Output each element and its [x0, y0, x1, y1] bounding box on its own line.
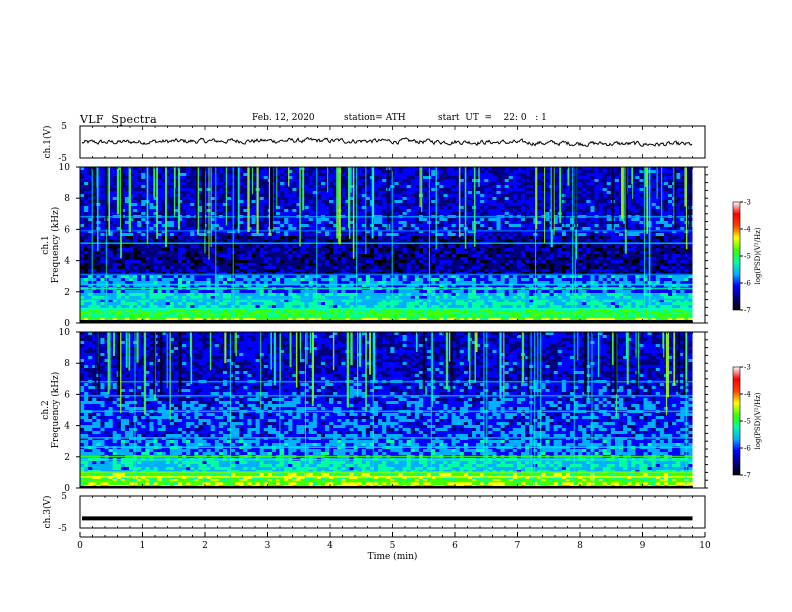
- time-axis-label: Time (min): [368, 551, 418, 562]
- ch1-waveform-panel: 5 -5 ch.1(V): [42, 122, 706, 164]
- station-label: station= ATH: [344, 113, 406, 123]
- start-time-label: start UT = 22: 0 : 1: [438, 113, 547, 123]
- ch2-spectrogram-ylabel-frequency: Frequency (kHz): [50, 372, 61, 449]
- ch1-spectrogram-colorbar-tick-label: -5: [744, 253, 751, 261]
- ch2-spectrogram-panel: 0 2 4 6 8 10 ch.2 Frequency (kHz) -3 -4 -5 -6 -7 log(…: [41, 328, 762, 494]
- time-axis-tick-label: 10: [699, 541, 711, 551]
- ch1-spectrogram-panel: 0 2 4 6 8 10 ch.1 Frequency (kHz) -3 -4 -5 -6 -7 log(…: [41, 163, 762, 329]
- time-axis-tick-label: 1: [140, 541, 146, 551]
- time-axis: 0 1 2 3 4 5 6 7 8 9 10 Time (min): [77, 532, 711, 562]
- ch2-spectrogram-ytick-label: 8: [64, 359, 70, 369]
- time-axis-tick-label: 3: [265, 541, 271, 551]
- time-axis-tick-label: 5: [390, 541, 396, 551]
- ch1-waveform-ytick-top: 5: [61, 122, 67, 132]
- ch1-spectrogram-colorbar-tick-label: -3: [744, 199, 751, 207]
- ch1-spectrogram-colorbar-tick-label: -7: [744, 307, 751, 315]
- time-axis-tick-label: 8: [577, 541, 583, 551]
- ch1-spectrogram-ytick-label: 2: [64, 288, 70, 298]
- ch1-waveform-ytick-bottom: -5: [58, 154, 67, 164]
- ch3-waveform-frame: [79, 495, 706, 529]
- time-axis-tick-label: 7: [515, 541, 521, 551]
- ch1-spectrogram-ytick-label: 10: [59, 163, 71, 173]
- ch2-spectrogram-image: [80, 332, 693, 488]
- ch2-spectrogram-ytick-label: 4: [64, 422, 70, 432]
- ch2-spectrogram-colorbar-tick-label: -5: [744, 418, 751, 426]
- ch1-spectrogram-ylabel-channel: ch.1: [41, 235, 51, 254]
- ch1-spectrogram-ylabel-frequency: Frequency (kHz): [50, 207, 61, 284]
- ch1-spectrogram-colorbar-tick-label: -6: [744, 280, 751, 288]
- time-axis-tick-label: 9: [640, 541, 646, 551]
- ch1-waveform-frame: [79, 125, 706, 159]
- ch1-spectrogram-ytick-label: 6: [64, 225, 70, 235]
- ch2-spectrogram-ytick-label: 10: [59, 328, 71, 338]
- date-label: Feb. 12, 2020: [252, 113, 315, 123]
- ch2-spectrogram-colorbar-tick-label: -6: [744, 445, 751, 453]
- time-axis-tick-label: 2: [202, 541, 208, 551]
- ch2-spectrogram-ytick-label: 2: [64, 453, 70, 463]
- ch1-spectrogram-colorbar-label: log(PSD)(V²/Hz): [754, 227, 762, 284]
- ch3-waveform-panel: 5 -5 ch.3(V): [42, 492, 706, 534]
- ch3-waveform-ytick-bottom: -5: [58, 524, 67, 534]
- ch2-spectrogram-colorbar-tick-label: -4: [744, 391, 751, 399]
- ch1-spectrogram-colorbar: [732, 201, 741, 311]
- ch1-spectrogram-ytick-label: 0: [64, 319, 70, 329]
- ch1-spectrogram-colorbar-tick-label: -4: [744, 226, 751, 234]
- ch1-baseline-strip: [80, 320, 693, 323]
- time-axis-tick-label: 4: [327, 541, 333, 551]
- time-axis-tick-label: 6: [452, 541, 458, 551]
- time-axis-tick-label: 0: [77, 541, 83, 551]
- ch2-spectrogram-colorbar: [732, 366, 741, 476]
- ch3-waveform-ytick-top: 5: [61, 492, 67, 502]
- ch1-spectrogram-ytick-label: 4: [64, 257, 70, 267]
- ch1-spectrogram-image: [80, 167, 693, 323]
- ch2-spectrogram-ytick-label: 6: [64, 390, 70, 400]
- ch2-baseline-strip: [80, 486, 693, 488]
- ch1-waveform-ylabel: ch.1(V): [42, 126, 53, 159]
- ch1-waveform-trace: [81, 137, 693, 148]
- ch3-waveform-ylabel: ch.3(V): [42, 496, 53, 529]
- ch2-spectrogram-colorbar-tick-label: -7: [744, 472, 751, 480]
- ch1-spectrogram-ytick-label: 8: [64, 194, 70, 204]
- ch2-spectrogram-colorbar-tick-label: -3: [744, 364, 751, 372]
- ch2-spectrogram-ylabel-channel: ch.2: [41, 400, 51, 419]
- ch2-spectrogram-ytick-label: 0: [64, 484, 70, 494]
- figure-title: VLF Spectra: [80, 113, 157, 126]
- ch2-spectrogram-colorbar-label: log(PSD)(V²/Hz): [754, 392, 762, 449]
